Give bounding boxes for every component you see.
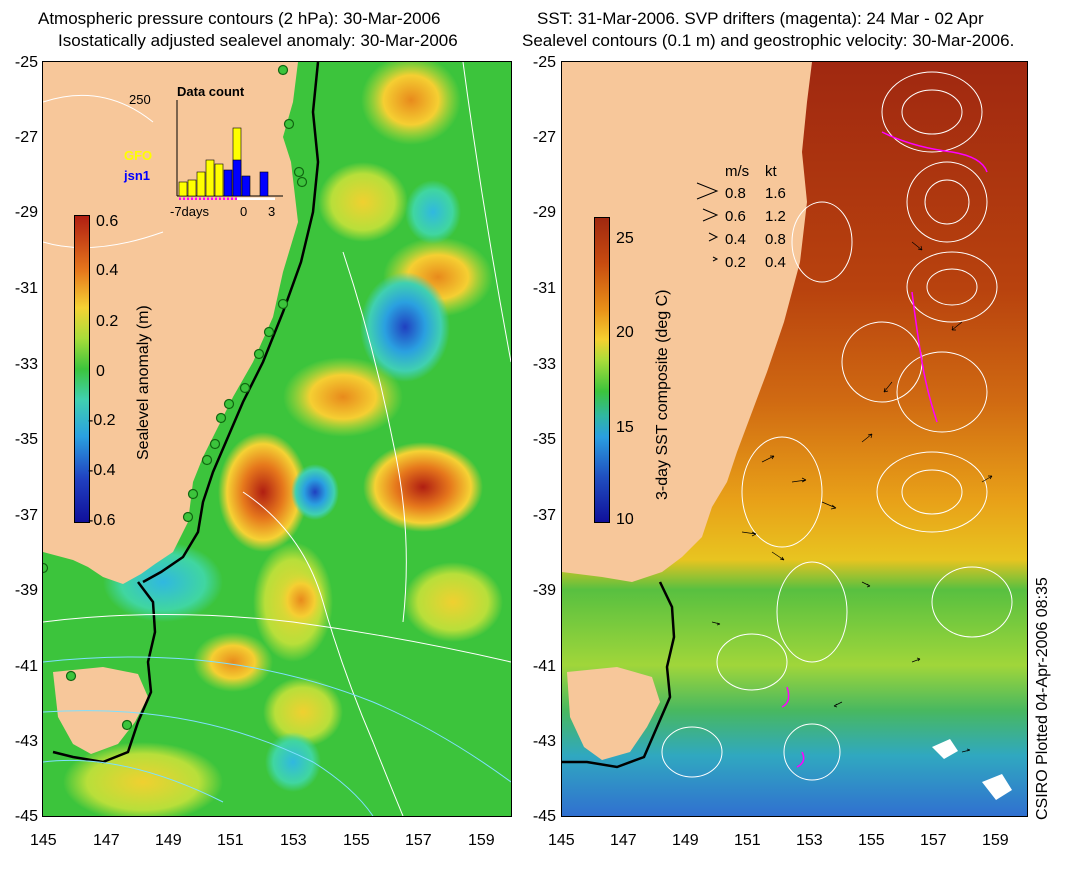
y-tick: -39 bbox=[532, 582, 556, 599]
inset-bar bbox=[259, 171, 269, 197]
x-tick: 155 bbox=[343, 832, 370, 849]
y-tick: -41 bbox=[532, 658, 556, 675]
speed-row-kt: 0.4 bbox=[765, 254, 786, 271]
sst-colorbar bbox=[594, 217, 610, 523]
data-count-inset: 250 Data count GFO jsn1 -7days 0 3 bbox=[120, 82, 283, 222]
x-tick: 153 bbox=[796, 832, 823, 849]
x-tick: 159 bbox=[982, 832, 1009, 849]
y-tick: -43 bbox=[532, 733, 556, 750]
speed-row-ms: 0.8 bbox=[725, 185, 746, 202]
speed-row-ms: 0.6 bbox=[725, 208, 746, 225]
speed-row-kt: 0.8 bbox=[765, 231, 786, 248]
right-title-line2: Sealevel contours (0.1 m) and geostrophi… bbox=[522, 31, 1015, 50]
plot-credit: CSIRO Plotted 04-Apr-2006 08:35 bbox=[1034, 577, 1051, 820]
colorbar-tick: -0.4 bbox=[88, 462, 116, 479]
inset-xtick-zero: 0 bbox=[240, 204, 248, 219]
y-tick: -33 bbox=[14, 356, 38, 373]
inset-bar bbox=[187, 179, 197, 197]
x-tick: 145 bbox=[30, 832, 57, 849]
y-tick: -27 bbox=[14, 129, 38, 146]
left-x-axis: 145 147 149 151 153 155 157 159 bbox=[0, 832, 520, 856]
left-y-axis: -25 -27 -29 -31 -33 -35 -37 -39 -41 -43 … bbox=[0, 0, 40, 870]
colorbar-tick: 20 bbox=[616, 324, 634, 341]
sealevel-colorbar bbox=[74, 215, 90, 523]
speed-row-ms: 0.4 bbox=[725, 231, 746, 248]
inset-bar bbox=[223, 169, 233, 197]
sst-map bbox=[561, 61, 1028, 817]
left-title-line1: Atmospheric pressure contours (2 hPa): 3… bbox=[38, 9, 441, 28]
colorbar-tick: 0.2 bbox=[96, 313, 119, 330]
y-tick: -29 bbox=[532, 204, 556, 221]
speed-legend-kt-header: kt bbox=[765, 163, 777, 180]
inset-bar bbox=[214, 163, 224, 197]
x-tick: 151 bbox=[734, 832, 761, 849]
legend-gfo: GFO bbox=[124, 148, 153, 163]
speed-legend-arrows bbox=[696, 182, 719, 262]
colorbar-tick: 15 bbox=[616, 419, 634, 436]
sst-colorbar-ticks: 25 20 15 10 bbox=[612, 220, 652, 530]
inset-bar bbox=[232, 159, 242, 197]
sealevel-colorbar-label: Sealevel anomaly (m) bbox=[135, 305, 152, 460]
inset-bar bbox=[241, 175, 251, 197]
y-tick: -25 bbox=[532, 54, 556, 71]
right-title-line1: SST: 31-Mar-2006. SVP drifters (magenta)… bbox=[537, 9, 984, 28]
sst-colorbar-label: 3-day SST composite (deg C) bbox=[654, 289, 671, 500]
y-tick: -27 bbox=[532, 129, 556, 146]
colorbar-tick: 0.6 bbox=[96, 213, 119, 230]
x-tick: 157 bbox=[920, 832, 947, 849]
y-tick: -45 bbox=[532, 808, 556, 825]
y-tick: -35 bbox=[14, 431, 38, 448]
speed-row-kt: 1.6 bbox=[765, 185, 786, 202]
left-title-line2: Isostatically adjusted sealevel anomaly:… bbox=[58, 31, 458, 50]
y-tick: -37 bbox=[532, 507, 556, 524]
inset-xtick-end: 3 bbox=[268, 204, 276, 219]
right-y-axis: -25 -27 -29 -31 -33 -35 -37 -39 -41 -43 … bbox=[516, 0, 556, 870]
speed-legend-ms-header: m/s bbox=[725, 163, 750, 180]
inset-bar bbox=[196, 171, 206, 197]
legend-jsn1: jsn1 bbox=[124, 168, 151, 183]
speed-row-kt: 1.2 bbox=[765, 208, 786, 225]
y-tick: -29 bbox=[14, 204, 38, 221]
x-tick: 157 bbox=[405, 832, 432, 849]
inset-bar bbox=[178, 181, 188, 197]
colorbar-tick: 0 bbox=[96, 363, 105, 380]
x-tick: 153 bbox=[280, 832, 307, 849]
x-tick: 149 bbox=[672, 832, 699, 849]
y-tick: -35 bbox=[532, 431, 556, 448]
x-tick: 159 bbox=[468, 832, 495, 849]
x-tick: 145 bbox=[548, 832, 575, 849]
y-tick: -25 bbox=[14, 54, 38, 71]
x-tick: 149 bbox=[155, 832, 182, 849]
y-tick: -33 bbox=[532, 356, 556, 373]
colorbar-tick: -0.6 bbox=[88, 512, 116, 529]
colorbar-tick: 25 bbox=[616, 230, 634, 247]
inset-title: Data count bbox=[177, 84, 245, 99]
inset-bar bbox=[205, 159, 215, 197]
colorbar-tick: -0.2 bbox=[88, 412, 116, 429]
colorbar-tick: 10 bbox=[616, 511, 634, 528]
sealevel-colorbar-ticks: 0.6 0.4 0.2 0 -0.2 -0.4 -0.6 bbox=[88, 213, 132, 533]
y-tick: -41 bbox=[14, 658, 38, 675]
colorbar-tick: 0.4 bbox=[96, 262, 119, 279]
y-tick: -31 bbox=[14, 280, 38, 297]
right-x-axis: 145 147 149 151 153 155 157 159 bbox=[0, 832, 1080, 856]
x-tick: 147 bbox=[93, 832, 120, 849]
x-tick: 151 bbox=[217, 832, 244, 849]
y-tick: -37 bbox=[14, 507, 38, 524]
speed-row-ms: 0.2 bbox=[725, 254, 746, 271]
y-tick: -45 bbox=[14, 808, 38, 825]
x-tick: 147 bbox=[610, 832, 637, 849]
inset-xtick-start: -7days bbox=[170, 204, 210, 219]
inset-histogram bbox=[176, 100, 283, 200]
y-tick: -39 bbox=[14, 582, 38, 599]
x-tick: 155 bbox=[858, 832, 885, 849]
y-tick: -43 bbox=[14, 733, 38, 750]
inset-ymax-label: 250 bbox=[129, 92, 151, 107]
speed-legend: m/s kt 0.8 1.6 0.6 1.2 0.4 0.8 0.2 0.4 bbox=[695, 163, 815, 273]
y-tick: -31 bbox=[532, 280, 556, 297]
